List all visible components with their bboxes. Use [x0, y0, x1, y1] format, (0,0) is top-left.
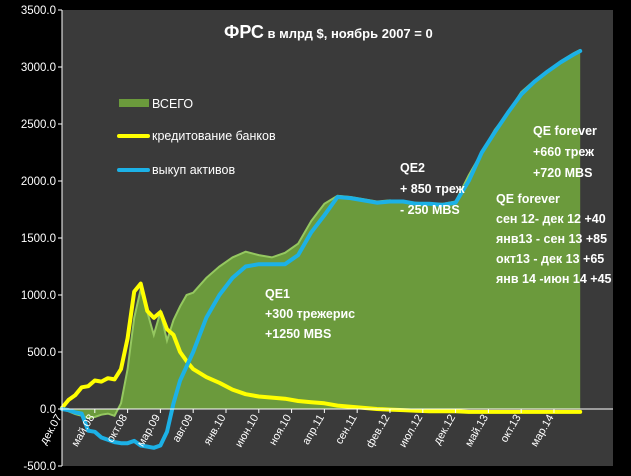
annotation-qe-forever-a-line: +660 треж [533, 145, 594, 159]
annotation-qe2-line: - 250 MBS [400, 203, 460, 217]
legend-swatch-total [119, 99, 149, 107]
annotation-qe-forever-b-line: окт13 - дек 13 +65 [496, 252, 604, 266]
chart-title-main: ФРС [224, 22, 264, 42]
annotation-qe1: QE1 +300 трежерис +1250 MBS [265, 287, 355, 341]
annotation-qe-forever-b-line: янв 14 -июн 14 +45 [496, 272, 612, 286]
legend-label-assets: выкуп активов [152, 163, 235, 177]
annotation-qe1-line: +1250 MBS [265, 327, 331, 341]
legend-label-total: ВСЕГО [152, 97, 193, 111]
legend-item-total: ВСЕГО [119, 97, 193, 111]
legend-item-bank: кредитование банков [117, 129, 276, 143]
annotation-qe1-line: QE1 [265, 287, 290, 301]
legend-item-assets: выкуп активов [117, 163, 235, 177]
annotation-qe-forever-b-line: QE forever [496, 192, 560, 206]
y-tick-label: 2500.0 [21, 119, 56, 131]
chart-title: ФРС в млрд $, ноябрь 2007 = 0 [224, 22, 433, 42]
series-line-bank [60, 281, 583, 414]
y-tick-label: 0.0 [40, 404, 56, 416]
y-tick-label: 1500.0 [21, 233, 56, 245]
chart-title-rest: в млрд $, ноябрь 2007 = 0 [264, 26, 433, 41]
legend: ВСЕГО кредитование банков выкуп активов [117, 97, 276, 177]
y-tick-label: 500.0 [27, 347, 56, 359]
annotation-qe2-line: + 850 треж [400, 182, 465, 196]
annotation-qe-forever-a: QE forever +660 треж +720 MBS [533, 124, 597, 180]
annotation-qe-forever-b: QE forever сен 12- дек 12 +40 янв13 - се… [496, 192, 612, 286]
annotation-qe-forever-b-line: янв13 - сен 13 +85 [496, 232, 607, 246]
annotation-qe1-line: +300 трежерис [265, 307, 355, 321]
y-tick-label: 1000.0 [21, 290, 56, 302]
y-tick-label: -500.0 [23, 461, 56, 473]
series-area-total [62, 49, 581, 419]
y-tick-label: 3500.0 [21, 5, 56, 17]
series-line-assets [60, 49, 583, 450]
annotation-qe-forever-a-line: QE forever [533, 124, 597, 138]
annotation-qe2: QE2 + 850 треж - 250 MBS [400, 161, 465, 217]
annotation-qe-forever-a-line: +720 MBS [533, 166, 592, 180]
y-tick-label: 2000.0 [21, 176, 56, 188]
annotation-qe-forever-b-line: сен 12- дек 12 +40 [496, 212, 606, 226]
y-tick-label: 3000.0 [21, 62, 56, 74]
legend-label-bank: кредитование банков [152, 129, 276, 143]
annotation-qe2-line: QE2 [400, 161, 425, 175]
